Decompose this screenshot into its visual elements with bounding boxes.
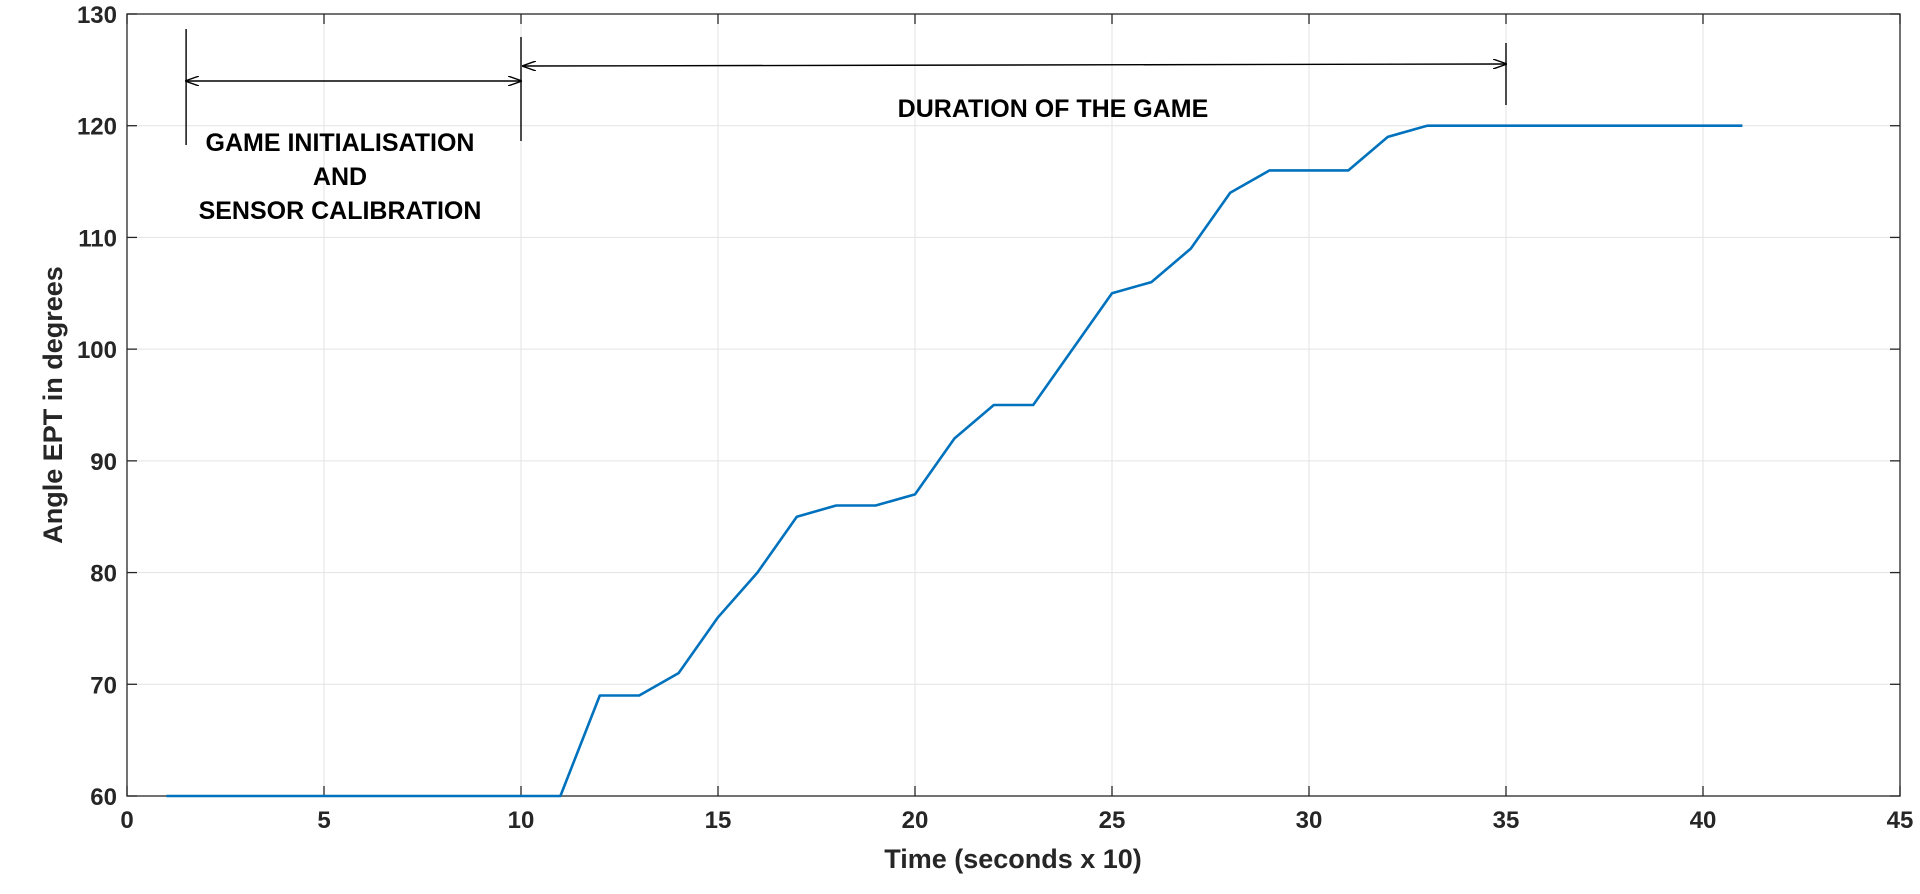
x-tick-label: 30 [1296,807,1323,834]
x-tick-label: 20 [902,807,929,834]
y-tick-label: 110 [78,225,117,252]
y-tick-label: 130 [77,2,117,29]
plot-area-frame [126,13,1901,797]
init-annotation-line: SENSOR CALIBRATION [199,197,482,225]
x-axis: 0 5 10 15 20 25 30 35 40 45 [120,14,1913,834]
y-tick-label: 100 [77,337,117,364]
x-axis-label: Time (seconds x 10) [884,844,1142,874]
game-annotation-line: DURATION OF THE GAME [898,95,1209,123]
y-tick-label: 90 [90,449,117,476]
init-annotation-line: AND [313,163,367,191]
x-tick-label: 25 [1099,807,1126,834]
game-arrow [523,64,1506,66]
y-tick-label: 60 [90,784,117,811]
y-tick-label: 70 [90,672,117,699]
x-tick-label: 15 [705,807,732,834]
y-tick-label: 120 [77,114,117,141]
x-tick-label: 10 [508,807,535,834]
x-tick-label: 40 [1690,807,1717,834]
y-axis: 60 70 80 90 100 110 120 130 [77,2,1900,811]
y-tick-label: 80 [90,561,117,588]
series-layer [166,124,1743,798]
x-tick-label: 35 [1493,807,1520,834]
init-annotation-line: GAME INITIALISATION [206,129,475,157]
x-tick-label: 45 [1887,807,1914,834]
x-tick-label: 0 [120,807,133,834]
y-axis-label: Angle EPT in degrees [38,266,68,544]
data-line [166,124,1743,798]
annotations: GAME INITIALISATION AND SENSOR CALIBRATION… [186,29,1506,225]
x-tick-label: 5 [317,807,330,834]
